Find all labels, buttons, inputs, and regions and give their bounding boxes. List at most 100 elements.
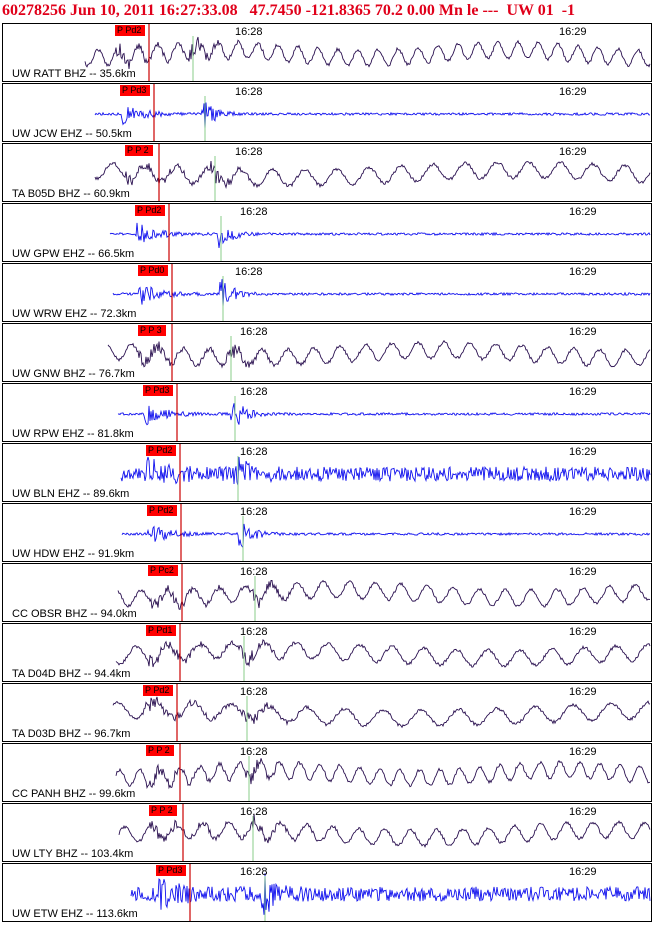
time-tick-label: 16:29 [569,206,597,218]
time-tick-label: 16:28 [240,326,268,338]
trace-panel[interactable]: P Pd1 16:28 16:29 TA D04D BHZ -- 94.4km [2,623,652,682]
waveform-trace [130,873,651,915]
event-datetime: Jun 10, 2011 16:27:33.08 [70,2,238,19]
station-label: CC OBSR BHZ -- 94.0km [12,608,137,620]
waveform-plot [117,564,651,621]
p-pick-label[interactable]: P Pd3 [143,385,174,396]
station-label: TA D04D BHZ -- 94.4km [12,668,131,680]
event-header: 60278256 Jun 10, 2011 16:27:33.08 47.745… [2,1,654,23]
trace-panel[interactable]: P Pd2 16:28 16:29 UW RATT BHZ -- 35.6km [2,23,652,82]
time-tick-label: 16:29 [569,806,597,818]
trace-panel[interactable]: P Pd3 16:28 16:29 UW RPW EHZ -- 81.8km [2,383,652,442]
waveform-plot [130,864,651,921]
station-label: UW JCW EHZ -- 50.5km [12,128,132,140]
waveform-plot [107,324,651,381]
time-tick-label: 16:29 [569,566,597,578]
p-pick-label[interactable]: P Pd2 [115,25,146,36]
p-pick-label[interactable]: P P 2 [125,145,153,156]
p-pick-label[interactable]: P P 3 [138,325,166,336]
event-lat: 47.7450 [249,2,302,19]
waveform-trace [112,279,651,308]
time-tick-label: 16:28 [240,746,268,758]
p-pick-label[interactable]: P P 2 [146,745,174,756]
time-tick-label: 16:29 [559,26,587,38]
station-label: UW WRW EHZ -- 72.3km [12,308,137,320]
time-tick-label: 16:29 [569,686,597,698]
time-tick-label: 16:29 [569,446,597,458]
waveform-trace [84,36,651,69]
p-pick-label[interactable]: P Pd2 [143,685,174,696]
trace-panel[interactable]: P P 3 16:28 16:29 UW GNW BHZ -- 76.7km [2,323,652,382]
trace-panel[interactable]: P Pd2 16:28 16:29 UW BLN EHZ -- 89.6km [2,443,652,502]
waveform-plot [117,384,651,441]
waveform-plot [115,624,651,681]
waveform-trace [94,160,651,190]
p-pick-label[interactable]: P Pd2 [147,505,178,516]
event-id: 60278256 [2,2,66,19]
time-tick-label: 16:29 [559,146,587,158]
p-pick-label[interactable]: P Pd2 [146,445,177,456]
event-depth: 70.2 [374,2,403,19]
event-tail: -1 [561,2,576,19]
time-tick-label: 16:29 [569,266,597,278]
waveform-trace [120,456,651,486]
waveform-trace [117,403,651,426]
trace-panel[interactable]: P Pd2 16:28 16:29 UW HDW EHZ -- 91.9km [2,503,652,562]
trace-panel[interactable]: P Pd0 16:28 16:29 UW WRW EHZ -- 72.3km [2,263,652,322]
station-label: UW GNW BHZ -- 76.7km [12,368,135,380]
waveform-plot [109,204,651,261]
waveform-trace [118,813,651,848]
station-label: UW RPW EHZ -- 81.8km [12,428,134,440]
trace-panel[interactable]: P Pd3 16:28 16:29 UW JCW EHZ -- 50.5km [2,83,652,142]
station-label: TA B05D BHZ -- 60.9km [12,188,130,200]
time-tick-label: 16:28 [240,566,268,578]
waveform-trace [115,639,651,668]
event-network: UW 01 [506,2,554,19]
trace-panel[interactable]: P Pd2 16:28 16:29 TA D03D BHZ -- 96.7km [2,683,652,742]
time-tick-label: 16:29 [569,326,597,338]
time-tick-label: 16:28 [235,146,263,158]
seismogram-panels: P Pd2 16:28 16:29 UW RATT BHZ -- 35.6km P Pd… [0,23,654,926]
waveform-plot [112,264,651,321]
time-tick-label: 16:28 [240,626,268,638]
station-label: TA D03D BHZ -- 96.7km [12,728,131,740]
waveform-plot [94,84,650,141]
time-tick-label: 16:28 [240,206,268,218]
p-pick-label[interactable]: P Pd1 [146,625,177,636]
p-pick-label[interactable]: P Pd0 [138,265,169,276]
p-pick-label[interactable]: P Pd2 [135,205,166,216]
trace-panel[interactable]: P P 2 16:28 16:29 CC PANH BHZ -- 99.6km [2,743,652,802]
waveform-trace [121,523,651,549]
time-tick-label: 16:29 [569,506,597,518]
station-label: UW GPW EHZ -- 66.5km [12,248,135,260]
p-pick-label[interactable]: P Pd3 [156,865,187,876]
time-tick-label: 16:28 [240,386,268,398]
station-label: CC PANH BHZ -- 99.6km [12,788,136,800]
event-lon: -121.8365 [305,2,371,19]
p-pick-label[interactable]: P Pd3 [120,85,151,96]
trace-panel[interactable]: P Pd2 16:28 16:29 UW GPW EHZ -- 66.5km [2,203,652,262]
time-tick-label: 16:29 [569,626,597,638]
station-label: UW RATT BHZ -- 35.6km [12,68,136,80]
trace-panel[interactable]: P P 2 16:28 16:29 TA B05D BHZ -- 60.9km [2,143,652,202]
time-tick-label: 16:29 [569,866,597,878]
trace-panel[interactable]: P Pd3 16:28 16:29 UW ETW EHZ -- 113.6km [2,863,652,922]
waveform-plot [115,744,651,801]
waveform-trace [107,339,651,369]
trace-panel[interactable]: P P 2 16:28 16:29 UW LTY BHZ -- 103.4km [2,803,652,862]
waveform-plot [118,804,651,861]
waveform-trace [109,222,651,249]
time-tick-label: 16:28 [235,266,263,278]
waveform-trace [117,579,651,611]
waveform-trace [115,758,651,790]
waveform-plot [94,144,651,201]
station-label: UW HDW EHZ -- 91.9km [12,548,135,560]
p-pick-label[interactable]: P P 2 [149,805,177,816]
trace-panel[interactable]: P Pc2 16:28 16:29 CC OBSR BHZ -- 94.0km [2,563,652,622]
event-extra: 0.00 Mn le --- [406,2,499,19]
time-tick-label: 16:29 [569,386,597,398]
p-pick-label[interactable]: P Pc2 [148,565,178,576]
waveform-plot [112,684,651,741]
station-label: UW BLN EHZ -- 89.6km [12,488,130,500]
waveform-trace [94,102,650,130]
